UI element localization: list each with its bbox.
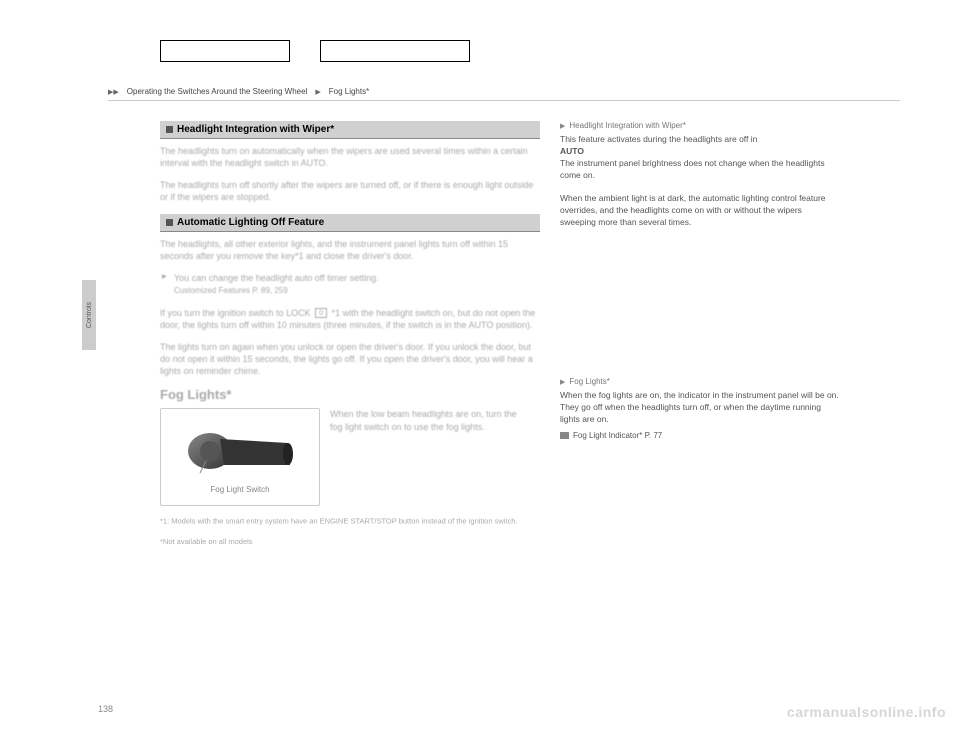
breadcrumb: ▶▶ Operating the Switches Around the Ste… (100, 87, 900, 96)
fog-switch-figure: Fog Light Switch (160, 408, 320, 506)
content-area: ▶▶ Operating the Switches Around the Ste… (100, 40, 900, 720)
breadcrumb-seg2: Fog Lights* (329, 87, 369, 96)
side-column: ▶ Headlight Integration with Wiper* This… (560, 121, 840, 546)
auto-label: AUTO (560, 146, 584, 156)
footnote: *1: Models with the smart entry system h… (160, 516, 540, 526)
section-heading-wiper: Headlight Integration with Wiper* (160, 121, 540, 139)
book-icon (560, 432, 569, 439)
figure-caption: Fog Light Switch (210, 485, 269, 494)
chevron-icon: ▶ (560, 378, 565, 386)
side-tab: Controls (82, 280, 96, 350)
fog-row: Fog Light Switch When the low beam headl… (160, 408, 540, 506)
spacer (560, 247, 840, 377)
section-title: Headlight Integration with Wiper* (177, 124, 334, 135)
body-paragraph: The headlights turn off shortly after th… (160, 179, 540, 203)
body-paragraph: The headlights, all other exterior light… (160, 238, 540, 262)
side-note: This feature activates during the headli… (560, 134, 840, 229)
side-note: When the fog lights are on, the indicato… (560, 390, 840, 441)
section-heading-auto-off: Automatic Lighting Off Feature (160, 214, 540, 232)
side-heading: ▶ Fog Lights* (560, 377, 840, 386)
square-bullet-icon (166, 126, 173, 133)
body-paragraph: If you turn the ignition switch to LOCK … (160, 307, 540, 331)
chevron-icon: ▶ (315, 88, 320, 96)
section-title: Automatic Lighting Off Feature (177, 217, 324, 228)
breadcrumb-seg1: Operating the Switches Around the Steeri… (127, 87, 308, 96)
side-heading: ▶ Headlight Integration with Wiper* (560, 121, 840, 130)
body-paragraph-indented: You can change the headlight auto off ti… (160, 272, 540, 297)
divider (108, 100, 900, 101)
square-bullet-icon (166, 219, 173, 226)
cross-ref: Customized Features P. 89, 259 (174, 286, 288, 295)
chevron-icon: ▶ (560, 122, 565, 130)
header-box-2 (320, 40, 470, 62)
page-number: 138 (98, 704, 113, 714)
two-column-layout: Headlight Integration with Wiper* The he… (100, 121, 900, 546)
fog-lights-heading: Fog Lights* (160, 387, 540, 402)
watermark: carmanualsonline.info (787, 704, 946, 720)
footnote: *Not available on all models (160, 537, 540, 547)
chevron-icon: ▶▶ (108, 88, 119, 96)
side-tab-label: Controls (86, 302, 93, 328)
body-paragraph: The headlights turn on automatically whe… (160, 145, 540, 169)
fog-switch-icon (180, 421, 300, 481)
cross-ref: Fog Light Indicator* P. 77 (560, 430, 840, 441)
lock-position-icon: 0 (315, 308, 327, 318)
main-column: Headlight Integration with Wiper* The he… (160, 121, 540, 546)
manual-page: Controls ▶▶ Operating the Switches Aroun… (0, 0, 960, 742)
body-paragraph: The lights turn on again when you unlock… (160, 341, 540, 377)
fog-description: When the low beam headlights are on, tur… (330, 408, 530, 506)
header-placeholder-boxes (160, 40, 900, 62)
header-box-1 (160, 40, 290, 62)
